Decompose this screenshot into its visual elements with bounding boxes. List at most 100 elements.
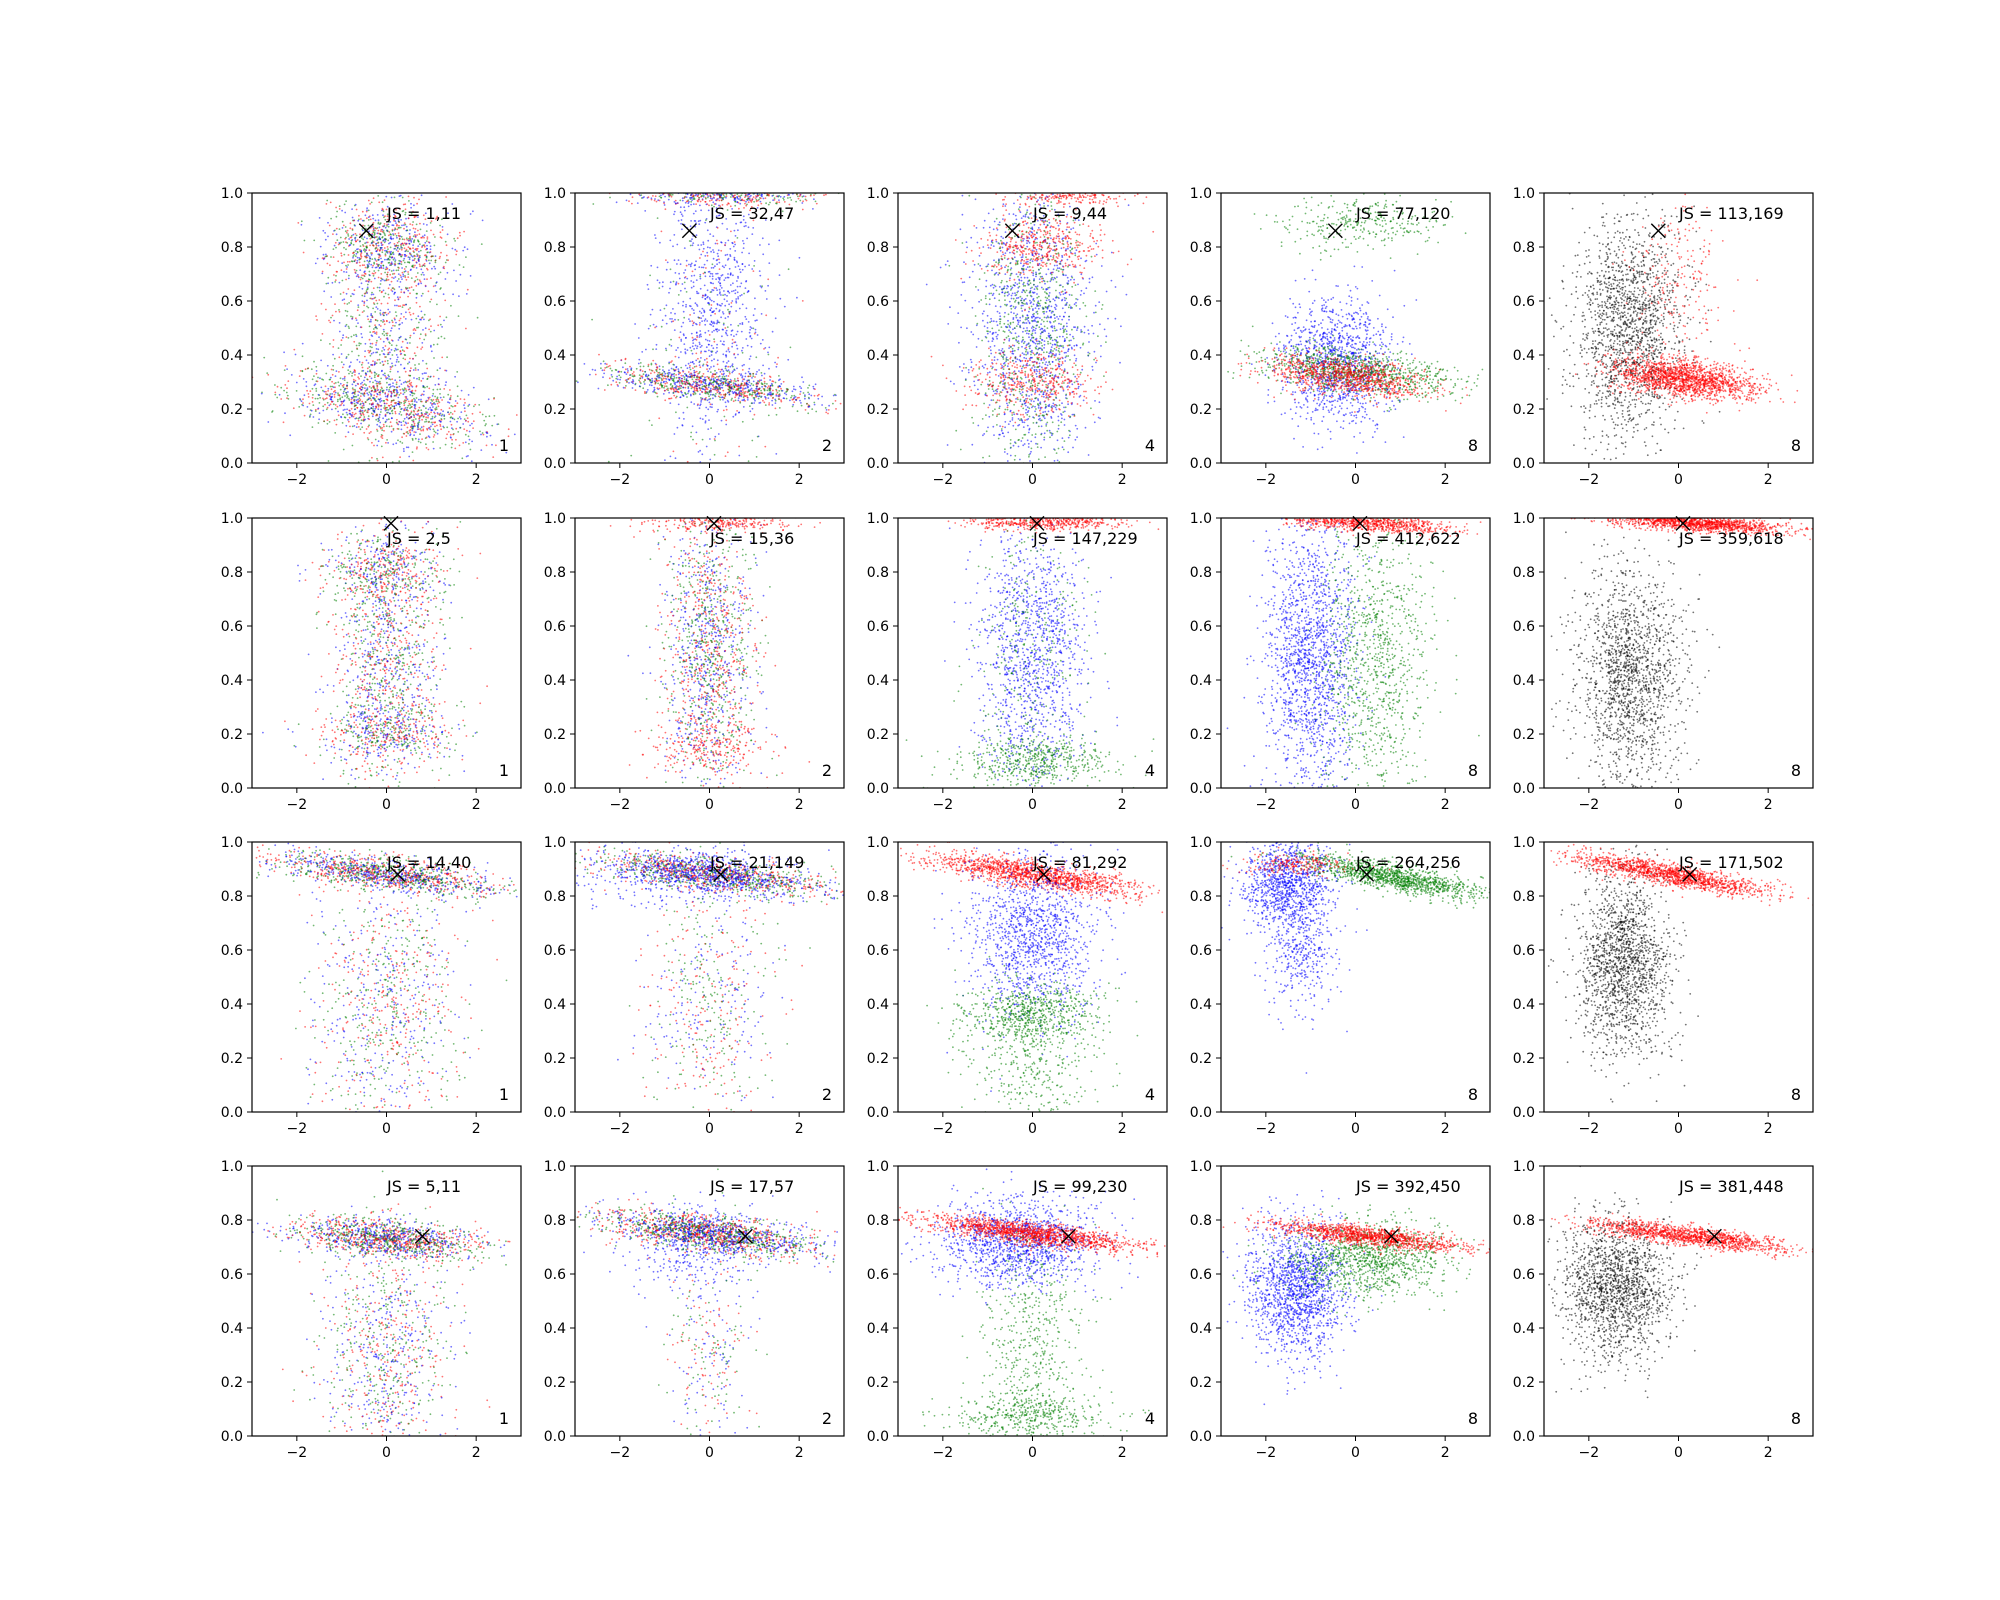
scatter-point <box>311 401 314 403</box>
scatter-point <box>366 299 368 302</box>
scatter-point <box>400 248 403 251</box>
scatter-point <box>651 377 653 380</box>
scatter-point <box>350 260 353 262</box>
scatter-point <box>426 278 428 281</box>
scatter-point <box>365 373 368 375</box>
scatter-point <box>706 193 709 196</box>
scatter-point <box>704 255 707 257</box>
scatter-point <box>388 234 390 237</box>
scatter-point <box>283 351 285 354</box>
scatter-point <box>715 207 718 209</box>
scatter-point <box>400 243 402 246</box>
scatter-point <box>412 221 414 223</box>
scatter-point <box>742 396 745 399</box>
scatter-point <box>418 378 421 381</box>
scatter-point <box>698 266 701 268</box>
scatter-point <box>420 273 423 276</box>
scatter-point <box>413 204 415 207</box>
scatter-point <box>380 262 383 265</box>
scatter-point <box>389 390 392 393</box>
scatter-point <box>345 393 348 396</box>
scatter-point <box>415 267 418 269</box>
scatter-point <box>393 386 396 388</box>
scatter-point <box>401 254 404 256</box>
scatter-point <box>378 256 380 259</box>
scatter-point <box>736 285 739 288</box>
scatter-point <box>451 438 453 441</box>
scatter-point <box>693 220 696 222</box>
scatter-point <box>337 410 339 413</box>
scatter-point <box>404 276 407 279</box>
scatter-point <box>653 371 656 374</box>
scatter-point <box>433 416 436 419</box>
scatter-point <box>387 308 390 311</box>
scatter-point <box>405 303 407 306</box>
scatter-point <box>375 373 378 375</box>
scatter-point <box>732 290 735 292</box>
scatter-point <box>366 259 369 262</box>
scatter-point <box>418 254 421 257</box>
scatter-point <box>658 379 660 382</box>
scatter-point <box>432 406 434 408</box>
scatter-point <box>372 351 375 354</box>
scatter-point <box>433 244 436 247</box>
scatter-point <box>769 379 771 381</box>
scatter-point <box>427 396 430 399</box>
scatter-point <box>353 405 356 408</box>
scatter-point <box>745 307 748 310</box>
scatter-point <box>382 319 385 321</box>
scatter-point <box>434 259 437 262</box>
scatter-point <box>721 335 723 338</box>
scatter-point <box>302 402 304 404</box>
scatter-point <box>709 298 712 301</box>
scatter-point <box>373 411 376 414</box>
scatter-point <box>660 194 662 197</box>
scatter-point <box>382 400 385 402</box>
scatter-point <box>370 241 373 244</box>
scatter-point <box>680 219 683 221</box>
scatter-point <box>743 383 746 386</box>
scatter-point <box>356 309 359 312</box>
scatter-point <box>778 393 781 396</box>
scatter-point <box>675 365 678 368</box>
scatter-point <box>422 425 425 428</box>
scatter-point <box>808 405 811 408</box>
scatter-point <box>361 274 363 277</box>
scatter-point <box>406 384 409 387</box>
scatter-point <box>760 379 763 382</box>
scatter-point <box>340 269 343 272</box>
scatter-point <box>345 278 347 281</box>
scatter-point <box>742 219 745 221</box>
scatter-point <box>351 425 354 428</box>
scatter-point <box>421 346 424 349</box>
scatter-point <box>360 385 363 388</box>
scatter-point <box>356 406 359 409</box>
scatter-point <box>703 311 706 314</box>
scatter-point <box>431 395 434 397</box>
scatter-point <box>378 413 381 416</box>
scatter-point <box>425 447 428 449</box>
scatter-point <box>467 455 469 457</box>
scatter-point <box>342 404 345 407</box>
scatter-point <box>654 377 656 380</box>
scatter-point <box>403 424 406 426</box>
scatter-point <box>717 408 719 411</box>
scatter-point <box>715 329 718 331</box>
scatter-point <box>414 228 417 230</box>
scatter-point <box>403 304 406 307</box>
scatter-point <box>360 382 362 385</box>
scatter-point <box>414 405 416 408</box>
scatter-point <box>670 388 673 391</box>
scatter-point <box>357 417 360 420</box>
scatter-point <box>407 256 410 258</box>
scatter-point <box>682 411 685 414</box>
scatter-point <box>417 440 420 443</box>
scatter-point <box>424 437 427 440</box>
scatter-point <box>408 402 411 405</box>
scatter-point <box>617 371 620 373</box>
scatter-point <box>298 375 301 377</box>
scatter-point <box>695 323 698 326</box>
scatter-point <box>750 402 753 405</box>
scatter-point <box>324 385 327 388</box>
scatter-point <box>372 227 375 230</box>
